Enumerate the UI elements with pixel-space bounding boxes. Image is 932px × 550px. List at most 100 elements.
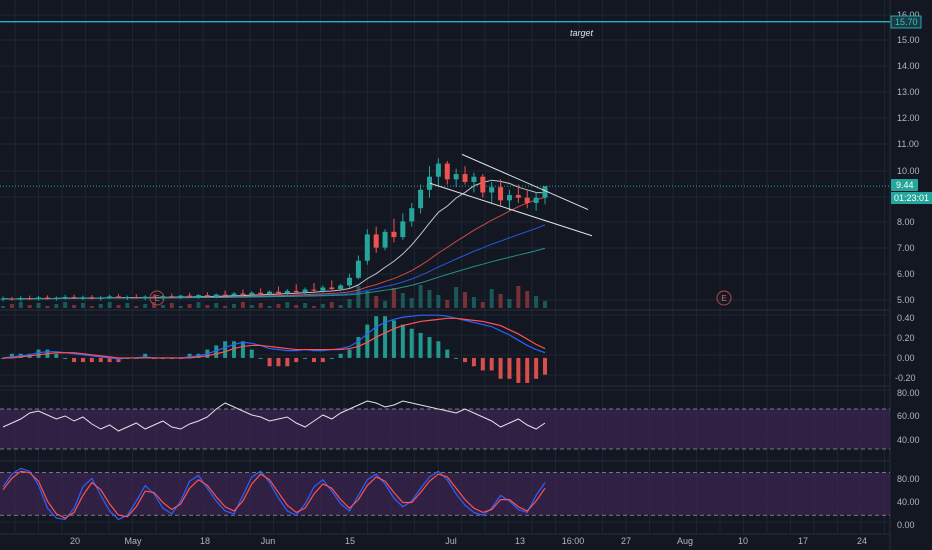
target-price-label: 15.70	[895, 17, 918, 27]
macd-tick: 0.40	[897, 313, 915, 323]
stochastic-axis[interactable]: 80.00 40.00 0.00	[897, 474, 920, 530]
macd-tick: 0.20	[897, 333, 915, 343]
candle-body	[169, 296, 175, 298]
volume-bar	[240, 302, 245, 308]
price-pane[interactable]	[0, 21, 890, 308]
volume-bar	[80, 303, 85, 308]
stochastic-tick: 40.00	[897, 497, 920, 507]
volume-bar	[383, 301, 388, 308]
macd-histogram-bar	[498, 357, 503, 379]
time-tick: 13	[515, 536, 525, 546]
macd-histogram-bar	[258, 357, 263, 359]
candle-body	[71, 296, 77, 299]
rsi-pane[interactable]	[0, 400, 890, 450]
price-tick: 6.00	[897, 269, 915, 279]
candle-body	[391, 231, 397, 238]
earnings-marker-2[interactable]: E	[716, 290, 732, 306]
volume-bar	[276, 304, 281, 308]
candle-body	[267, 291, 273, 295]
candle-body	[213, 294, 219, 297]
candle-body	[373, 234, 379, 248]
candle-body	[89, 297, 95, 299]
macd-histogram-bar	[463, 357, 468, 363]
macd-histogram-bar	[356, 337, 361, 358]
rsi-band	[0, 409, 890, 449]
candle-body	[320, 287, 326, 291]
candle-body	[515, 195, 521, 198]
volume-bar	[232, 304, 237, 308]
candle-body	[284, 290, 290, 294]
candle-body	[9, 298, 15, 300]
macd-histogram-bar	[107, 357, 112, 363]
candle-body	[293, 290, 299, 293]
stochastic-tick: 80.00	[897, 474, 920, 484]
macd-histogram-bar	[9, 353, 14, 358]
volume-bar	[214, 303, 219, 308]
macd-histogram-bar	[480, 357, 485, 371]
volume-bar	[1, 306, 5, 308]
macd-histogram-bar	[311, 357, 316, 363]
volume-bar	[36, 303, 41, 308]
candle-body	[489, 187, 495, 193]
volume-bar	[178, 306, 183, 308]
volume-bar	[267, 306, 272, 308]
candle-body	[524, 197, 530, 203]
macd-histogram-bar	[320, 357, 325, 363]
candle-body	[44, 297, 50, 300]
candle-body	[480, 176, 486, 193]
volume-bar	[116, 305, 121, 308]
time-tick: 17	[798, 536, 808, 546]
candle-body	[222, 294, 228, 296]
volume-bar	[45, 306, 50, 308]
signal-line	[3, 317, 546, 359]
volume-bar	[543, 301, 547, 308]
volume-bar	[258, 303, 263, 308]
candle-body	[275, 291, 281, 294]
price-tick: 10.00	[897, 166, 920, 176]
volume-bar	[320, 304, 325, 308]
rsi-tick: 40.00	[897, 435, 920, 445]
volume-bar	[98, 304, 103, 308]
price-tick: 15.00	[897, 35, 920, 45]
price-tick: 11.00	[897, 139, 919, 149]
macd-histogram-bar	[329, 357, 334, 359]
macd-histogram-bar	[418, 332, 423, 358]
stochastic-pane[interactable]	[0, 467, 890, 521]
candle-body	[187, 295, 193, 297]
macd-histogram-bar	[143, 353, 148, 358]
volume-bar	[18, 302, 23, 308]
candle-body	[240, 293, 246, 295]
earnings-marker-1[interactable]: E	[149, 290, 165, 306]
volume-bar	[285, 302, 290, 308]
time-tick: Jun	[261, 536, 276, 546]
candle-body	[382, 231, 388, 248]
macd-histogram-bar	[400, 324, 405, 358]
candle-body	[471, 176, 477, 182]
macd-histogram-bar	[223, 341, 228, 358]
target-price-tag	[890, 15, 922, 29]
macd-axis[interactable]: 0.40 0.20 0.00 -0.20	[895, 313, 916, 383]
time-tick: 20	[70, 536, 80, 546]
volume-bar	[54, 304, 59, 308]
macd-histogram-bar	[72, 357, 77, 363]
candle-body	[311, 289, 317, 291]
target-annotation[interactable]: target	[570, 28, 594, 38]
trendline-lower	[429, 182, 593, 237]
volume-bar	[72, 305, 77, 308]
rsi-tick: 60.00	[897, 411, 920, 421]
macd-pane[interactable]	[1, 314, 547, 383]
candle-body	[36, 297, 42, 299]
countdown-tag	[891, 192, 932, 204]
candle-body	[107, 296, 113, 298]
price-axis[interactable]: 16.00 15.00 14.00 13.00 12.00 11.00 10.0…	[890, 10, 932, 305]
candle-body	[506, 195, 512, 201]
volume-bar	[525, 291, 530, 308]
volume-bar	[427, 290, 432, 308]
volume-bar	[516, 286, 521, 308]
time-axis[interactable]: 20 May 18 Jun 15 Jul 13 16:00 27 Aug 10 …	[70, 536, 867, 546]
rsi-axis[interactable]: 80.00 60.00 40.00	[897, 388, 920, 445]
volume-bar	[498, 294, 503, 308]
candle-body	[116, 296, 122, 299]
